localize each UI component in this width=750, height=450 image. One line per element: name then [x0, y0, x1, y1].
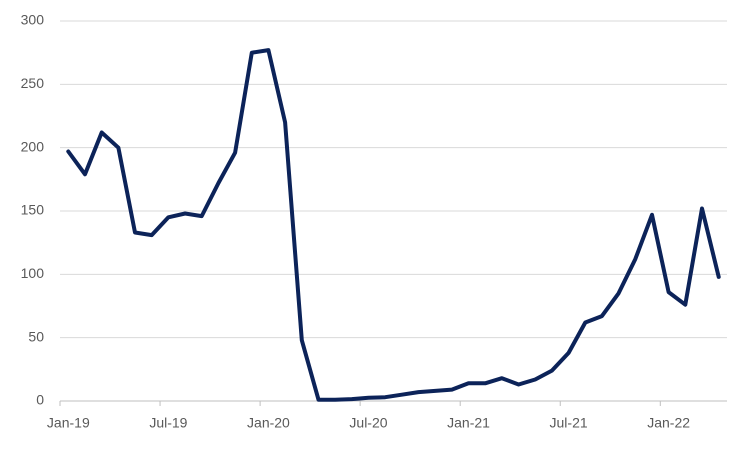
x-tick-label: Jul-20 — [349, 415, 387, 431]
x-tick-label: Jul-19 — [149, 415, 187, 431]
y-tick-label: 50 — [28, 328, 44, 344]
y-tick-label: 150 — [21, 202, 45, 218]
x-tick-label: Jan-19 — [47, 415, 90, 431]
data-line — [66, 48, 721, 402]
y-tick-label: 250 — [21, 75, 45, 91]
x-tick-label: Jan-22 — [647, 415, 690, 431]
x-tick-label: Jan-21 — [447, 415, 490, 431]
y-tick-label: 300 — [21, 12, 45, 28]
y-tick-label: 100 — [21, 265, 45, 281]
y-tick-label: 200 — [21, 138, 45, 154]
x-tick-label: Jul-21 — [550, 415, 588, 431]
y-tick-label: 0 — [36, 392, 44, 408]
x-tick-label: Jan-20 — [247, 415, 290, 431]
